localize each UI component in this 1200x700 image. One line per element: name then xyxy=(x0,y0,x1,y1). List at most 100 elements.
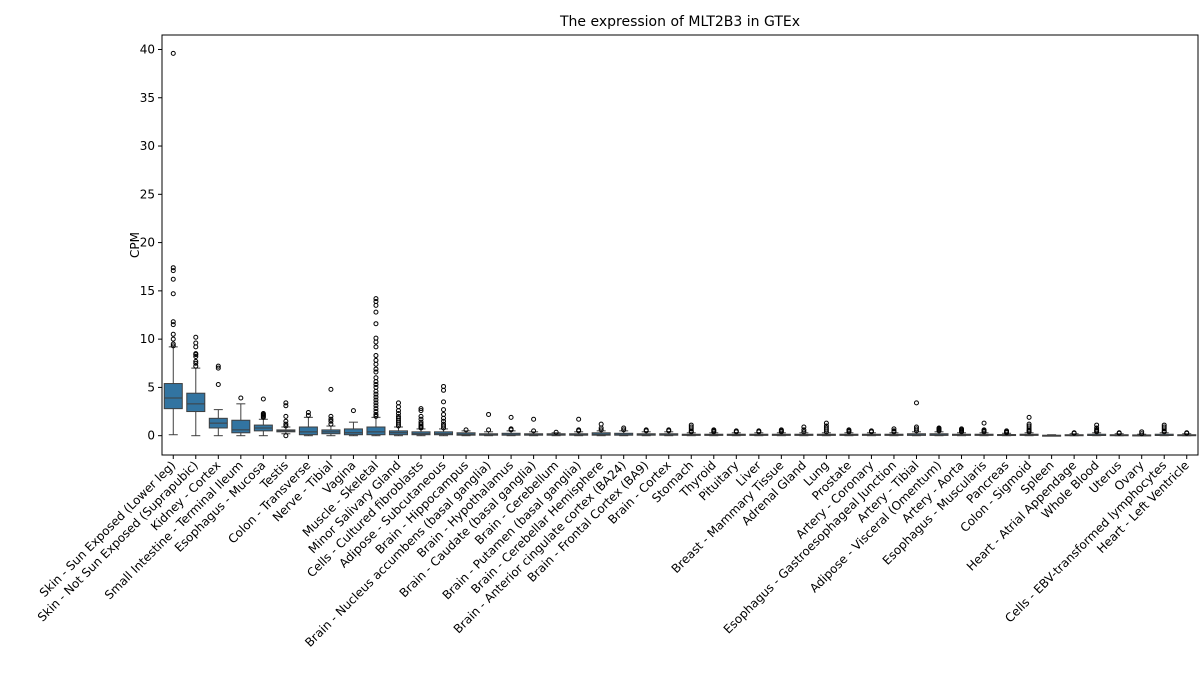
box-group xyxy=(1132,429,1152,437)
outlier-point xyxy=(1004,428,1010,434)
outlier-point xyxy=(283,403,289,409)
outlier-point xyxy=(373,409,379,415)
box-group xyxy=(546,429,566,437)
outlier-point xyxy=(395,410,401,416)
outlier-point xyxy=(215,363,221,369)
outlier-point xyxy=(170,276,176,282)
box-group xyxy=(1177,430,1197,437)
outlier-point xyxy=(373,375,379,381)
y-tick-label: 15 xyxy=(140,284,155,298)
box-group xyxy=(569,416,589,437)
outlier-point xyxy=(441,383,447,389)
outlier-point xyxy=(170,341,176,347)
box-group xyxy=(456,427,476,437)
outlier-point xyxy=(283,433,289,439)
y-tick-label: 20 xyxy=(140,236,155,250)
outlier-point xyxy=(486,427,492,433)
box-iqr xyxy=(231,419,251,434)
outlier-point xyxy=(531,416,537,422)
outlier-point xyxy=(418,419,424,425)
outlier-point xyxy=(1184,430,1190,436)
outlier-point xyxy=(305,412,311,418)
outlier-point xyxy=(531,428,537,434)
outlier-point xyxy=(801,429,807,435)
outlier-point xyxy=(260,410,266,416)
box-group xyxy=(997,428,1017,437)
box-group xyxy=(614,425,634,437)
outlier-point xyxy=(395,400,401,406)
box-group xyxy=(231,395,251,437)
outlier-point xyxy=(441,423,447,429)
box-iqr xyxy=(186,392,206,413)
outlier-point xyxy=(981,427,987,433)
outlier-point xyxy=(913,426,919,432)
outlier-point xyxy=(598,421,604,427)
outlier-point xyxy=(373,335,379,341)
box-group xyxy=(816,420,836,437)
box-group xyxy=(479,411,499,437)
outlier-point xyxy=(1026,423,1032,429)
outlier-point xyxy=(373,411,379,417)
outlier-point xyxy=(193,334,199,340)
outlier-point xyxy=(215,382,221,388)
outlier-point xyxy=(238,395,244,401)
outlier-point xyxy=(508,414,514,420)
outlier-point xyxy=(576,416,582,422)
outlier-point xyxy=(373,357,379,363)
box-group xyxy=(929,425,949,437)
outlier-point xyxy=(170,336,176,342)
y-axis-label: CPM xyxy=(128,232,142,258)
outlier-point xyxy=(170,291,176,297)
outlier-point xyxy=(688,422,694,428)
outlier-point xyxy=(373,394,379,400)
box-group xyxy=(276,400,296,439)
box-group xyxy=(1087,422,1107,437)
box-iqr xyxy=(366,426,386,436)
outlier-point xyxy=(328,421,334,427)
outlier-point xyxy=(553,429,559,435)
box-group xyxy=(366,296,386,437)
outlier-point xyxy=(170,265,176,271)
box-group xyxy=(591,421,611,437)
box-group xyxy=(321,386,341,437)
outlier-point xyxy=(1116,430,1122,436)
outlier-point xyxy=(936,425,942,431)
outlier-point xyxy=(1161,422,1167,428)
outlier-point xyxy=(373,406,379,412)
outlier-point xyxy=(193,340,199,346)
outlier-point xyxy=(1026,421,1032,427)
outlier-point xyxy=(1094,422,1100,428)
outlier-point xyxy=(463,427,469,433)
outlier-point xyxy=(328,413,334,419)
outlier-point xyxy=(395,413,401,419)
outlier-point xyxy=(868,428,874,434)
outlier-point xyxy=(823,423,829,429)
outlier-point xyxy=(441,418,447,424)
plot-frame xyxy=(161,34,1199,456)
outlier-point xyxy=(373,353,379,359)
box-group xyxy=(388,400,408,437)
box-group xyxy=(163,50,183,436)
outlier-point xyxy=(373,384,379,390)
outlier-point xyxy=(260,396,266,402)
y-tick-label: 30 xyxy=(140,139,155,153)
outlier-point xyxy=(373,309,379,315)
outlier-point xyxy=(170,331,176,337)
outlier-point xyxy=(823,420,829,426)
box-group xyxy=(524,416,544,437)
box-group xyxy=(636,427,656,437)
outlier-point xyxy=(305,410,311,416)
outlier-point xyxy=(328,418,334,424)
outlier-point xyxy=(283,413,289,419)
box-group xyxy=(411,406,431,437)
box-group xyxy=(186,334,206,437)
outlier-point xyxy=(373,400,379,406)
box-group xyxy=(749,428,769,437)
box-group xyxy=(1109,430,1129,437)
box-group xyxy=(1064,430,1084,437)
outlier-point xyxy=(913,400,919,406)
y-tick-label: 25 xyxy=(140,187,155,201)
box-group xyxy=(1019,414,1039,437)
